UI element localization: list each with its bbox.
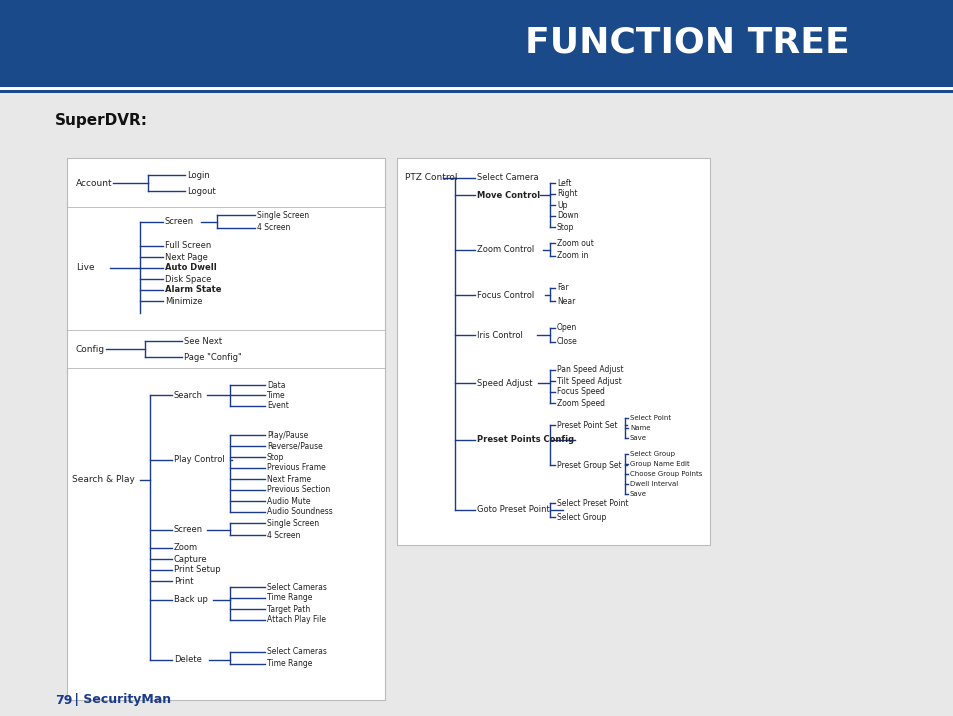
Text: Auto Dwell: Auto Dwell <box>165 263 216 273</box>
Text: Dwell Interval: Dwell Interval <box>629 481 678 487</box>
Text: Previous Frame: Previous Frame <box>267 463 325 473</box>
Text: Play/Pause: Play/Pause <box>267 430 308 440</box>
Text: Search: Search <box>173 390 203 400</box>
Text: Next Frame: Next Frame <box>267 475 311 483</box>
Text: PTZ Control: PTZ Control <box>405 173 457 183</box>
Text: Minimize: Minimize <box>165 296 202 306</box>
Text: Screen: Screen <box>165 218 193 226</box>
Text: Screen: Screen <box>173 526 203 535</box>
Text: Search & Play: Search & Play <box>71 475 134 485</box>
Text: Down: Down <box>557 211 578 221</box>
Text: Previous Section: Previous Section <box>267 485 330 495</box>
Text: Audio Mute: Audio Mute <box>267 496 310 505</box>
Text: Zoom: Zoom <box>173 543 198 553</box>
Text: Pan Speed Adjust: Pan Speed Adjust <box>557 365 623 374</box>
Text: Account: Account <box>76 178 112 188</box>
Text: Alarm State: Alarm State <box>165 286 221 294</box>
Text: 4 Screen: 4 Screen <box>256 223 290 233</box>
Text: Right: Right <box>557 190 577 198</box>
Text: Iris Control: Iris Control <box>476 331 522 339</box>
Text: Save: Save <box>629 435 646 441</box>
Text: Far: Far <box>557 284 568 293</box>
Text: Select Cameras: Select Cameras <box>267 647 327 657</box>
Text: SuperDVR:: SuperDVR: <box>55 112 148 127</box>
Text: Zoom Speed: Zoom Speed <box>557 399 604 407</box>
Text: Zoom in: Zoom in <box>557 251 588 261</box>
Text: Select Preset Point: Select Preset Point <box>557 498 628 508</box>
Text: Choose Group Points: Choose Group Points <box>629 471 701 477</box>
Text: Target Path: Target Path <box>267 604 310 614</box>
Text: Capture: Capture <box>173 554 208 563</box>
Text: Logout: Logout <box>187 186 215 195</box>
Text: 4 Screen: 4 Screen <box>267 531 300 539</box>
Text: Preset Point Set: Preset Point Set <box>557 420 617 430</box>
Text: Left: Left <box>557 178 571 188</box>
Text: See Next: See Next <box>184 337 222 346</box>
Text: Tilt Speed Adjust: Tilt Speed Adjust <box>557 377 621 385</box>
Text: Config: Config <box>76 344 105 354</box>
Text: Select Group: Select Group <box>629 451 675 457</box>
Text: Full Screen: Full Screen <box>165 241 211 251</box>
Text: Delete: Delete <box>173 656 202 664</box>
Text: FUNCTION TREE: FUNCTION TREE <box>524 26 848 59</box>
Text: Play Control: Play Control <box>173 455 225 465</box>
Text: Event: Event <box>267 402 289 410</box>
Text: Near: Near <box>557 296 575 306</box>
Text: Save: Save <box>629 491 646 497</box>
Text: Next Page: Next Page <box>165 253 208 261</box>
Text: Print: Print <box>173 576 193 586</box>
Text: Speed Adjust: Speed Adjust <box>476 379 532 387</box>
Text: Stop: Stop <box>557 223 574 231</box>
Text: Select Group: Select Group <box>557 513 605 521</box>
Bar <box>396 158 709 545</box>
Text: Zoom Control: Zoom Control <box>476 246 534 254</box>
Bar <box>0 93 953 716</box>
Text: Page "Config": Page "Config" <box>184 352 241 362</box>
Text: Close: Close <box>557 337 578 347</box>
Text: Focus Speed: Focus Speed <box>557 387 604 397</box>
Text: Print Setup: Print Setup <box>173 566 220 574</box>
Text: Time Range: Time Range <box>267 594 312 602</box>
Text: Audio Soundness: Audio Soundness <box>267 508 333 516</box>
Text: Time Range: Time Range <box>267 659 312 669</box>
Text: Single Screen: Single Screen <box>256 211 309 220</box>
Text: Reverse/Pause: Reverse/Pause <box>267 442 322 450</box>
Text: Move Control: Move Control <box>476 190 539 200</box>
Text: Zoom out: Zoom out <box>557 238 594 248</box>
Text: Single Screen: Single Screen <box>267 518 319 528</box>
Bar <box>0 90 953 93</box>
Text: Up: Up <box>557 200 567 210</box>
Text: Attach Play File: Attach Play File <box>267 616 326 624</box>
Text: Select Camera: Select Camera <box>476 173 538 183</box>
Text: Group Name Edit: Group Name Edit <box>629 461 689 467</box>
Text: Name: Name <box>629 425 650 431</box>
Text: Data: Data <box>267 380 285 390</box>
Text: Open: Open <box>557 324 577 332</box>
Text: 79: 79 <box>55 694 72 707</box>
Text: Stop: Stop <box>267 453 284 462</box>
Text: Live: Live <box>76 263 94 273</box>
Text: Select Cameras: Select Cameras <box>267 583 327 591</box>
Bar <box>0 87 953 90</box>
Bar <box>67 158 385 700</box>
Text: Back up: Back up <box>173 596 208 604</box>
Text: Preset Group Set: Preset Group Set <box>557 460 621 470</box>
Text: Goto Preset Point: Goto Preset Point <box>476 505 549 515</box>
Text: Focus Control: Focus Control <box>476 291 534 299</box>
Bar <box>0 0 953 82</box>
Text: | SecurityMan: | SecurityMan <box>70 694 171 707</box>
Text: Preset Points Config: Preset Points Config <box>476 435 574 445</box>
Text: Time: Time <box>267 390 285 400</box>
Text: Select Point: Select Point <box>629 415 670 421</box>
Text: Disk Space: Disk Space <box>165 274 212 284</box>
Text: Login: Login <box>187 170 210 180</box>
Bar <box>0 82 953 87</box>
